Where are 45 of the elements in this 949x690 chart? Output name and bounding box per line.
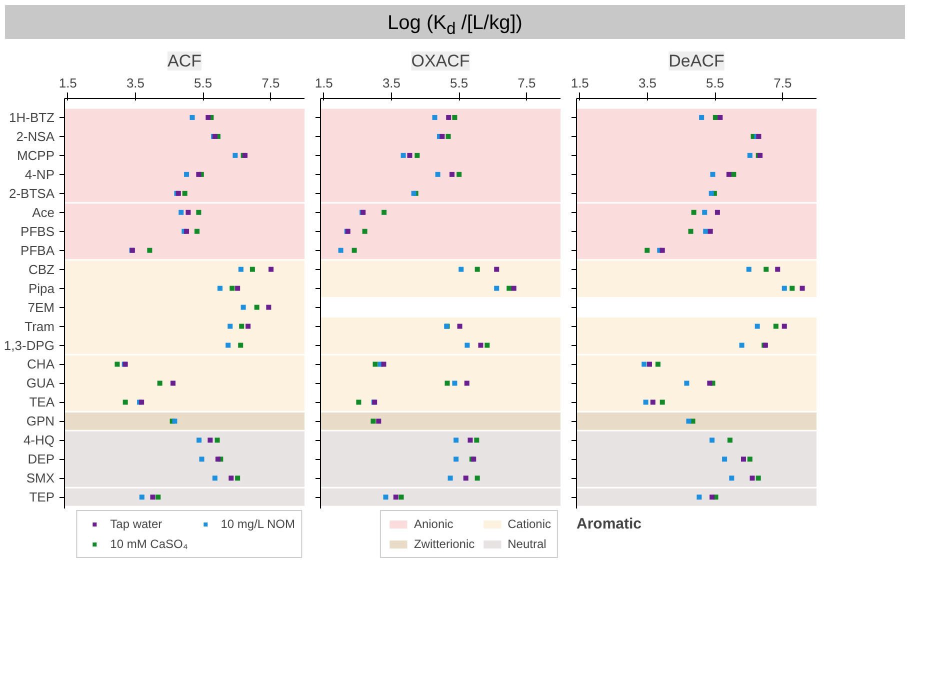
- legend-label: Anionic: [414, 517, 454, 531]
- chart-title: ACF: [168, 52, 202, 70]
- y-tick-label: Tram: [24, 318, 55, 334]
- y-tick-label: TEP: [29, 490, 55, 505]
- legend-label: Cationic: [508, 517, 551, 531]
- x-tick-label: 7.5: [262, 76, 280, 90]
- x-tick-label: 7.5: [518, 76, 536, 90]
- y-tick-label: CHA: [27, 356, 55, 372]
- chart-title: DeACF: [668, 52, 724, 70]
- x-tick-label: 1.5: [58, 76, 77, 90]
- text: Aromatic: [576, 516, 642, 532]
- y-tick-label: PFBS: [20, 224, 55, 239]
- x-tick-label: 5.5: [450, 76, 468, 90]
- x-tick-label: 7.5: [774, 76, 792, 90]
- y-tick-label: MCPP: [16, 148, 55, 163]
- y-tick-label: TEA: [29, 394, 55, 410]
- y-tick-label: GPN: [26, 414, 54, 429]
- x-tick-label: 1.5: [570, 76, 589, 90]
- y-tick-label: 4-NP: [24, 166, 55, 182]
- legend-label: Zwitterionic: [414, 537, 475, 551]
- y-tick-label: DEP: [28, 452, 55, 467]
- y-tick-label: 1,3-DPG: [4, 338, 55, 353]
- x-tick-label: 3.5: [638, 76, 657, 90]
- x-tick-label: 3.5: [126, 76, 145, 90]
- legend-label: Tap water: [110, 517, 162, 531]
- y-tick-label: 2-NSA: [16, 128, 55, 144]
- y-tick-label: 7EM: [28, 300, 55, 315]
- y-tick-label: CBZ: [28, 262, 55, 277]
- x-tick-label: 5.5: [194, 76, 212, 90]
- y-tick-label: 2-BTSA: [8, 186, 55, 201]
- x-axis-title: Log (K$_{d}$ /[L/kg]): [388, 11, 522, 40]
- legend-label: 10 mM CaSO₄: [110, 537, 188, 551]
- y-tick-label: GUA: [26, 376, 55, 391]
- y-tick-label: 4-HQ: [23, 432, 55, 448]
- legend-label: 10 mg/L NOM: [220, 517, 295, 531]
- y-tick-label: PFBA: [20, 242, 55, 258]
- x-tick-label: 3.5: [382, 76, 401, 90]
- y-tick-label: Pipa: [28, 280, 56, 296]
- y-tick-label: 1H-BTZ: [9, 110, 55, 125]
- chart-title: OXACF: [411, 52, 470, 70]
- y-tick-label: Ace: [32, 204, 55, 220]
- legend-label: Neutral: [508, 537, 546, 551]
- y-tick-label: SMX: [26, 470, 55, 486]
- x-tick-label: 1.5: [314, 76, 333, 90]
- x-tick-label: 5.5: [706, 76, 724, 90]
